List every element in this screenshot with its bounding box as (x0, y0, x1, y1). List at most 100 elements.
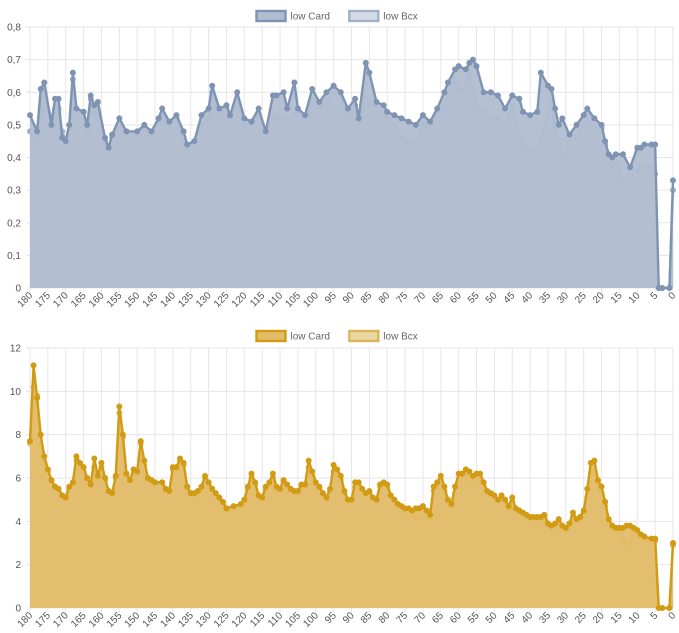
data-point (355, 479, 362, 486)
x-tick-label: 175 (33, 290, 53, 310)
legend-item-low-card[interactable]: low Card (255, 9, 330, 23)
legend-item-low-bcx[interactable]: low Bcx (348, 329, 418, 343)
x-tick-label: 130 (194, 290, 214, 310)
data-point (473, 63, 480, 70)
data-point (670, 177, 677, 184)
data-point (466, 468, 473, 475)
data-point (627, 164, 634, 171)
x-tick-label: 55 (466, 290, 482, 306)
data-point (355, 115, 362, 122)
data-point (659, 284, 666, 291)
data-point (84, 121, 91, 128)
data-point (152, 479, 159, 486)
data-point (502, 105, 509, 112)
data-point (444, 79, 451, 86)
data-point (509, 92, 516, 99)
x-tick-label: 125 (212, 610, 232, 630)
x-tick-label: 130 (194, 610, 214, 630)
data-point (534, 108, 541, 115)
x-tick-label: 100 (301, 610, 321, 630)
x-tick-label: 105 (283, 610, 303, 630)
y-tick-label: 4 (15, 517, 21, 528)
x-tick-label: 135 (176, 610, 196, 630)
y-tick-label: 12 (10, 344, 22, 355)
x-tick-label: 30 (555, 290, 571, 306)
data-point (212, 490, 219, 497)
x-tick-label: 100 (301, 290, 321, 310)
x-tick-label: 110 (266, 610, 285, 629)
data-point (419, 112, 426, 119)
data-point (227, 112, 234, 119)
data-point (516, 95, 523, 102)
series-area (30, 365, 673, 608)
series-low-card (26, 362, 677, 612)
data-point (284, 105, 291, 112)
data-point (555, 516, 562, 523)
y-tick-label: 0,4 (7, 153, 21, 164)
x-tick-label: 125 (212, 290, 232, 310)
data-point (273, 92, 280, 99)
data-point (209, 82, 216, 89)
data-point (73, 453, 80, 460)
x-tick-label: 140 (158, 610, 178, 630)
data-point (584, 105, 591, 112)
data-point (134, 468, 141, 475)
data-point (552, 520, 559, 527)
data-point (173, 464, 180, 471)
x-tick-label: 45 (502, 290, 518, 306)
data-point (366, 487, 373, 494)
data-point (241, 496, 248, 503)
data-point (137, 438, 144, 445)
data-point (330, 82, 337, 89)
data-point (102, 134, 109, 141)
legend-item-low-card[interactable]: low Card (255, 329, 330, 343)
data-point (641, 533, 648, 540)
x-tick-label: 160 (87, 610, 107, 630)
x-tick-label: 105 (283, 290, 303, 310)
data-point (294, 105, 301, 112)
y-tick-label: 0,5 (7, 120, 21, 131)
x-tick-label: 25 (573, 610, 589, 626)
chart-bottom: 0246810121801751701651601551501451401351… (10, 329, 678, 630)
data-point (87, 92, 94, 99)
data-point (127, 477, 134, 484)
data-point (202, 472, 209, 479)
data-point (166, 487, 173, 494)
x-tick-label: 115 (248, 610, 267, 629)
data-point (537, 69, 544, 76)
data-point (44, 466, 51, 473)
data-point (555, 121, 562, 128)
data-point (180, 128, 187, 135)
x-tick-label: 160 (87, 290, 107, 310)
data-point (69, 479, 76, 486)
x-tick-label: 20 (591, 610, 607, 626)
data-point (77, 459, 84, 466)
legend-label: low Bcx (383, 332, 417, 343)
data-point (116, 115, 123, 122)
x-tick-label: 90 (341, 290, 357, 306)
data-point (48, 121, 55, 128)
data-point (148, 128, 155, 135)
data-point (359, 485, 366, 492)
data-point (562, 524, 569, 531)
x-tick-label: 35 (537, 610, 553, 626)
data-point (430, 483, 437, 490)
x-tick-label: 155 (105, 610, 125, 630)
data-point (302, 481, 309, 488)
data-point (277, 485, 284, 492)
data-point (109, 131, 116, 138)
data-point (341, 487, 348, 494)
x-tick-label: 20 (591, 290, 607, 306)
legend-item-low-bcx[interactable]: low Bcx (348, 9, 418, 23)
x-tick-label: 135 (176, 290, 196, 310)
data-point (219, 498, 226, 505)
data-point (441, 89, 448, 96)
data-point (387, 492, 394, 499)
data-point (259, 494, 266, 501)
data-point (527, 112, 534, 119)
x-tick-label: 75 (395, 290, 411, 306)
data-point (444, 496, 451, 503)
data-point (362, 59, 369, 66)
x-tick-label: 95 (323, 610, 339, 626)
